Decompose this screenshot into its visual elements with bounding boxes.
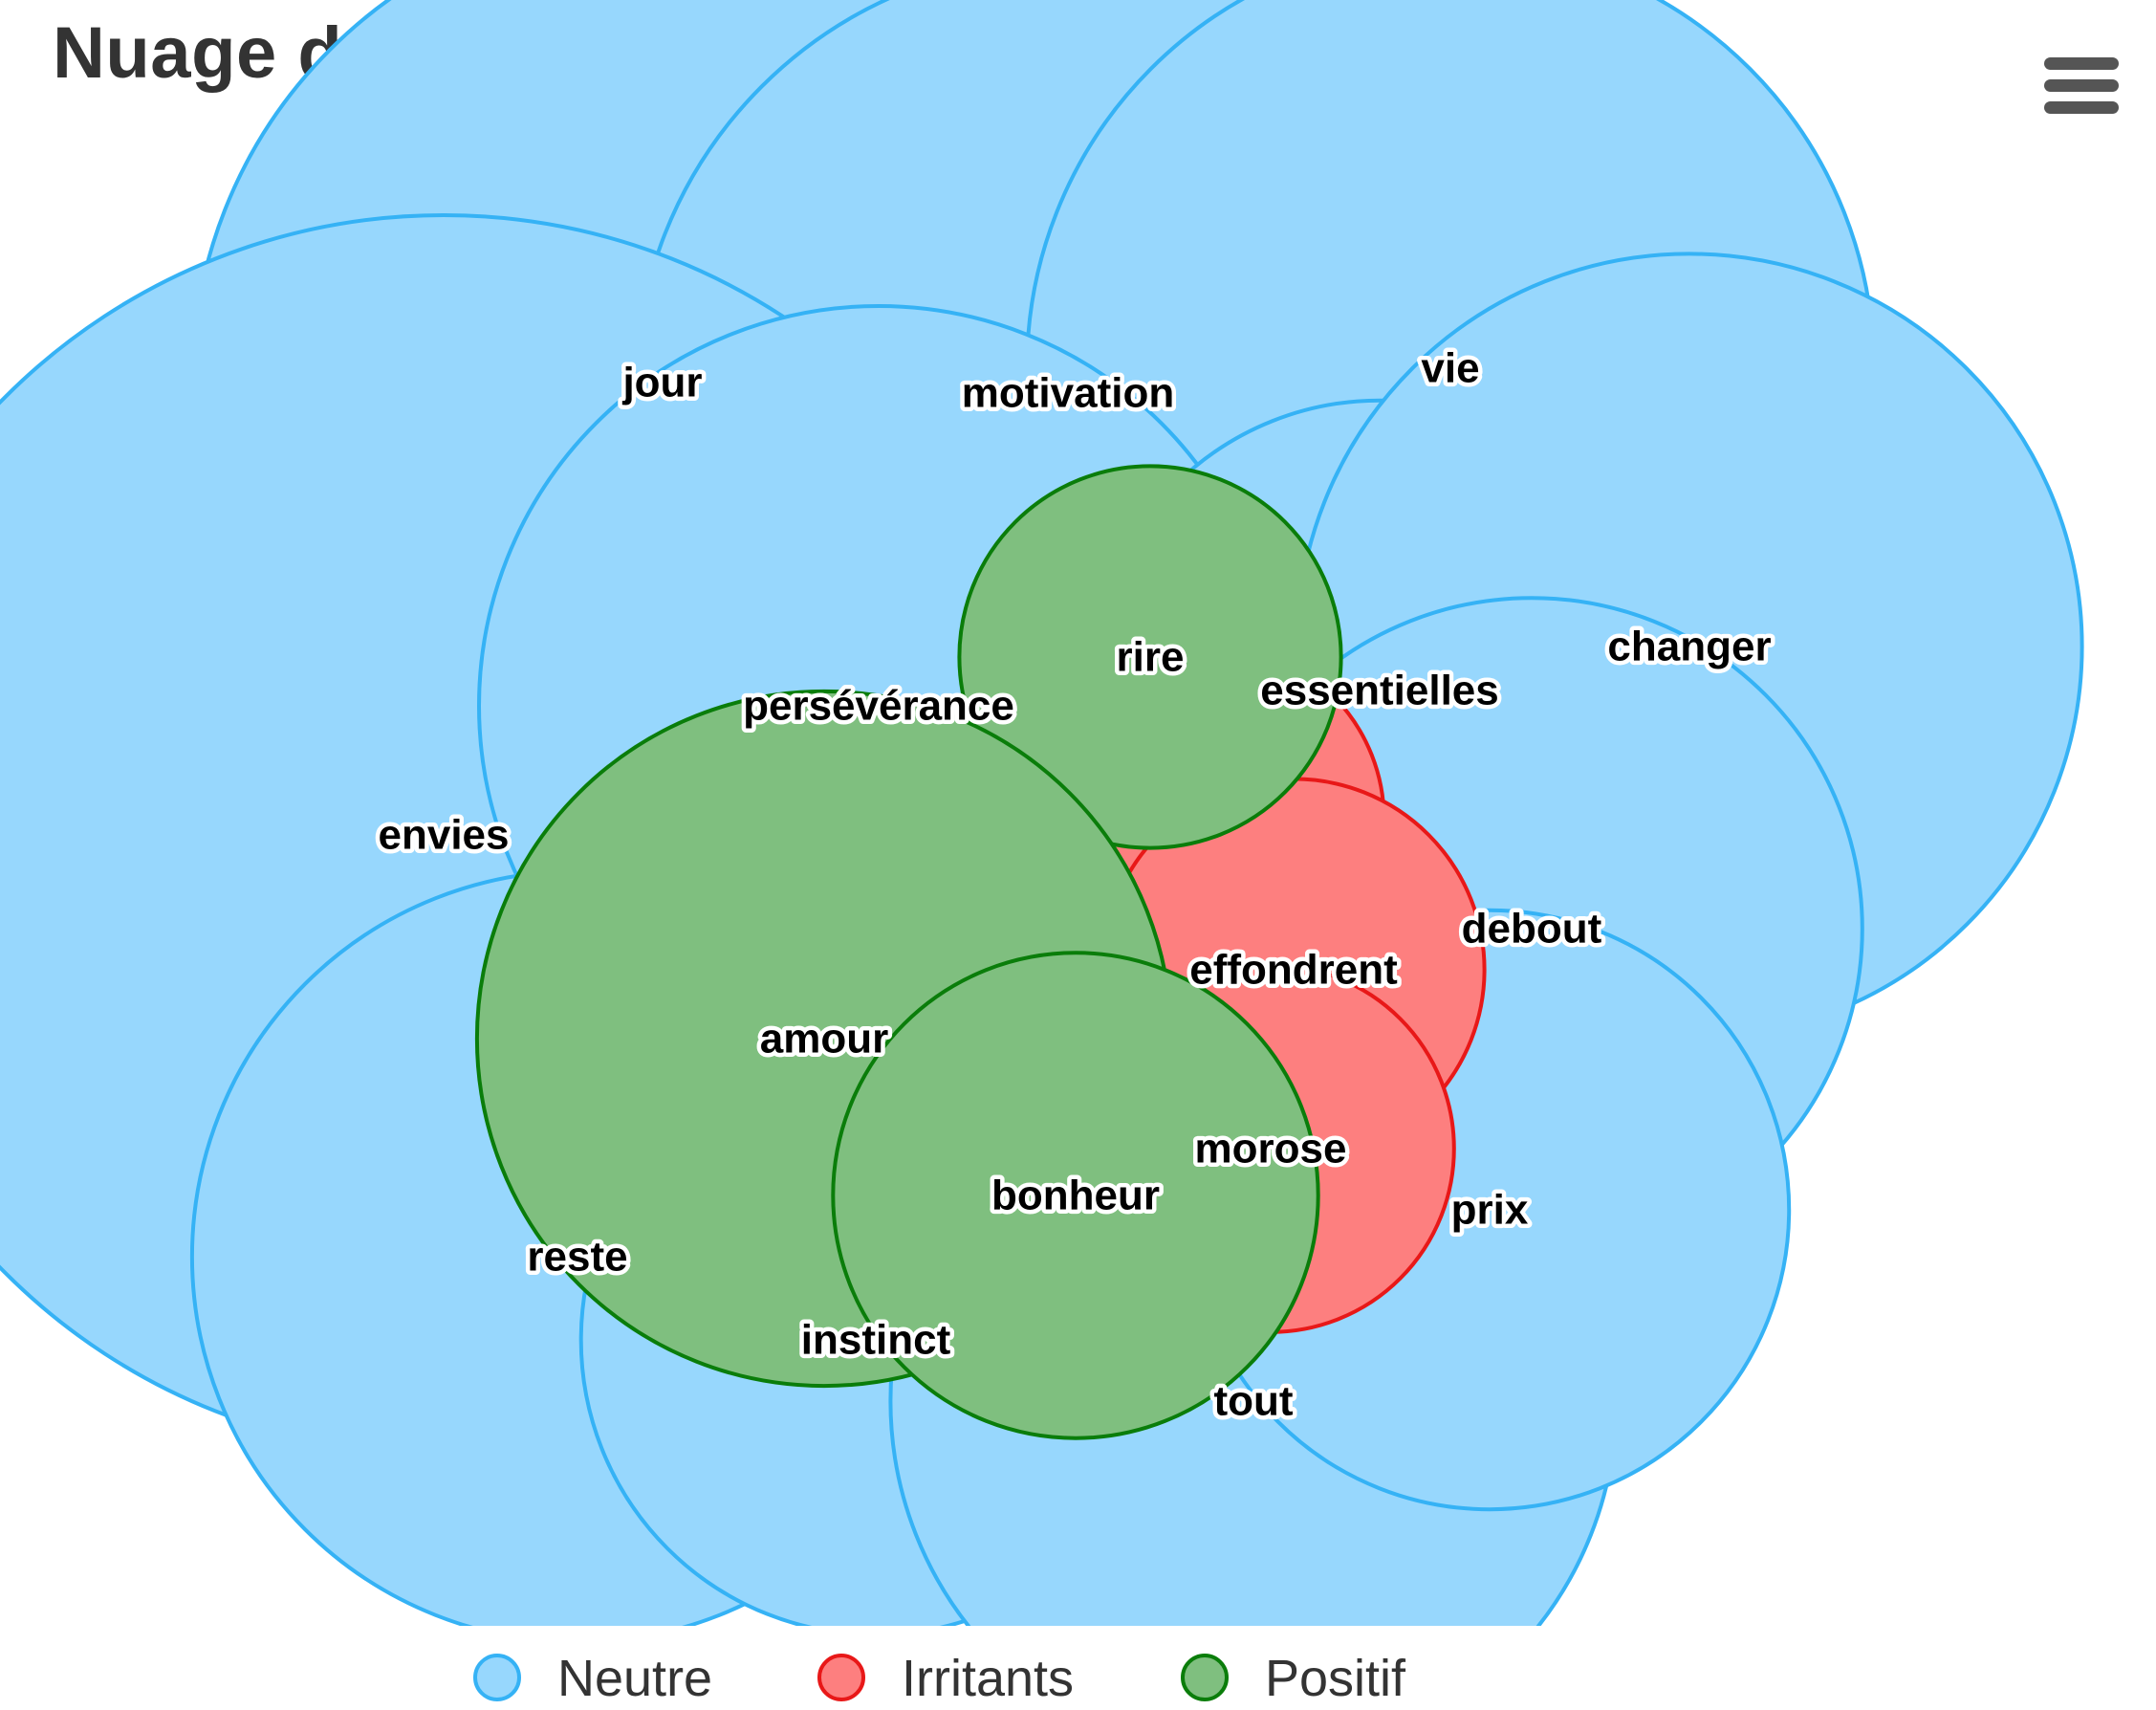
bubble-label-jour: jour [621,360,702,406]
bubble-label-perseverance: persévérance [743,683,1014,730]
bubble-rire[interactable] [957,464,1343,850]
bubble-label-tout: tout [1213,1378,1293,1425]
legend-label-irritants: Irritants [902,1650,1075,1707]
bubble-label-reste: reste [527,1234,627,1281]
bubble-label-bonheur: bonheur [991,1173,1160,1219]
bubble-label-prix: prix [1451,1187,1529,1234]
legend-label-positif: Positif [1265,1650,1406,1707]
legend-neutre-circle-icon [473,1654,521,1701]
bubble-label-debout: debout [1462,906,1602,953]
bubble-label-effondrent: effondrent [1189,947,1398,994]
bubble-label-changer: changer [1607,624,1771,670]
bubble-label-amour: amour [760,1016,888,1063]
bubble-label-essentielles: essentielles [1260,668,1499,714]
legend-irritants-circle-icon [817,1654,865,1701]
bubble-label-envies: envies [379,812,510,859]
bubble-label-morose: morose [1195,1126,1347,1173]
bubble-label-rire: rire [1117,634,1185,681]
legend-positif-circle-icon [1181,1654,1229,1701]
bubble-plot-area: jour motivation vie envies persévérance essen… [0,0,2084,1626]
legend-label-neutre: Neutre [557,1650,713,1707]
bubble-series-group: jour motivation vie envies persévérance essen… [0,0,2084,1626]
bubble-label-vie: vie [1421,345,1479,392]
bubble-label-motivation: motivation [962,370,1174,417]
chart-menu-button[interactable] [2036,50,2128,122]
chart-legend: Neutre Irritants Positif [0,1650,2156,1707]
bubble-label-instinct: instinct [801,1317,951,1364]
bubble-bonheur[interactable] [831,951,1320,1440]
